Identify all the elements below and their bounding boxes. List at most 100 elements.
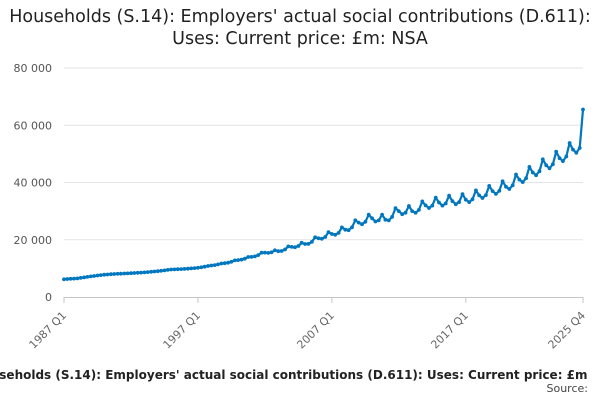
data-point [577,146,582,150]
data-point [102,272,107,277]
data-point [487,184,492,188]
x-tick-label: 2017 Q1 [428,309,471,352]
data-point [159,268,164,273]
x-tick-label: 2007 Q1 [294,309,337,352]
data-point [366,212,371,217]
data-point [447,193,451,198]
data-point [242,256,247,261]
data-point [253,254,257,259]
data-point [109,272,113,277]
data-point [383,217,388,222]
data-point [457,200,461,205]
series-line [62,108,585,281]
data-point [323,235,328,239]
data-point [269,250,274,255]
data-point [567,141,572,145]
data-point [202,264,207,269]
data-point [571,147,575,152]
data-point [554,149,559,154]
data-point [477,193,482,198]
data-point [232,258,237,263]
data-point [530,170,535,175]
data-point [413,210,418,215]
data-point [561,159,565,164]
data-point [540,157,545,162]
data-point [239,257,244,262]
data-point [192,266,197,270]
data-point [62,277,66,282]
y-tick-label: 60 000 [14,119,53,132]
data-point [423,203,428,208]
data-point [537,169,542,174]
data-point [299,240,304,245]
data-point [484,193,488,198]
data-point [343,227,348,232]
y-tick-label: 0 [45,291,52,304]
data-point [544,163,549,168]
data-point [72,276,76,281]
data-point [139,270,143,275]
data-point [105,272,110,277]
y-tick-label: 40 000 [14,177,53,190]
data-point [132,271,137,275]
data-point [373,219,378,224]
data-point [330,232,334,236]
data-point [256,253,261,257]
data-point [410,209,415,214]
data-point [557,156,562,161]
data-point [209,263,214,268]
data-point [463,197,468,202]
data-point [547,166,552,171]
data-point [189,266,194,271]
data-point [437,200,441,205]
data-point [286,244,291,249]
data-point [212,263,217,267]
data-point [236,258,241,262]
data-point [380,212,384,217]
data-point [289,245,294,249]
data-point [216,262,220,267]
data-point [222,261,227,266]
chart-title: Households (S.14): Employers' actual soc… [9,7,591,49]
data-point [122,271,127,276]
data-point [125,271,130,276]
data-point [172,267,177,272]
data-point [112,272,117,276]
x-tick-label: 2025 Q4 [546,309,589,352]
data-point [350,225,354,230]
data-point [514,172,518,177]
y-tick-label: 20 000 [14,234,53,247]
gridlines [64,67,583,241]
series-layer [62,107,585,282]
data-point [206,264,210,268]
data-point [175,267,180,272]
data-point [497,189,502,193]
data-point [363,219,368,224]
data-point [370,216,374,221]
data-point [88,274,93,279]
axes: 0 20 000 40 000 60 000 80 000 1987 Q1 1997 Q1 2… [14,62,589,351]
data-point [186,266,190,271]
data-point [259,250,264,255]
data-point [480,196,485,200]
legend: Households (S.14): Employers' actual soc… [0,364,600,382]
data-point [266,251,271,255]
data-point [115,271,120,276]
data-point [316,236,321,241]
data-point [386,218,391,223]
data-point [196,265,200,270]
data-point [517,177,522,182]
data-point [460,192,465,197]
data-point [75,276,80,281]
data-point [98,273,103,277]
data-point [152,269,157,274]
data-point [306,242,311,246]
data-point [95,273,100,278]
data-point [420,199,425,204]
data-point [507,187,512,191]
data-point [296,244,301,248]
data-point [78,276,83,280]
data-point [564,154,569,159]
data-point [393,206,398,211]
